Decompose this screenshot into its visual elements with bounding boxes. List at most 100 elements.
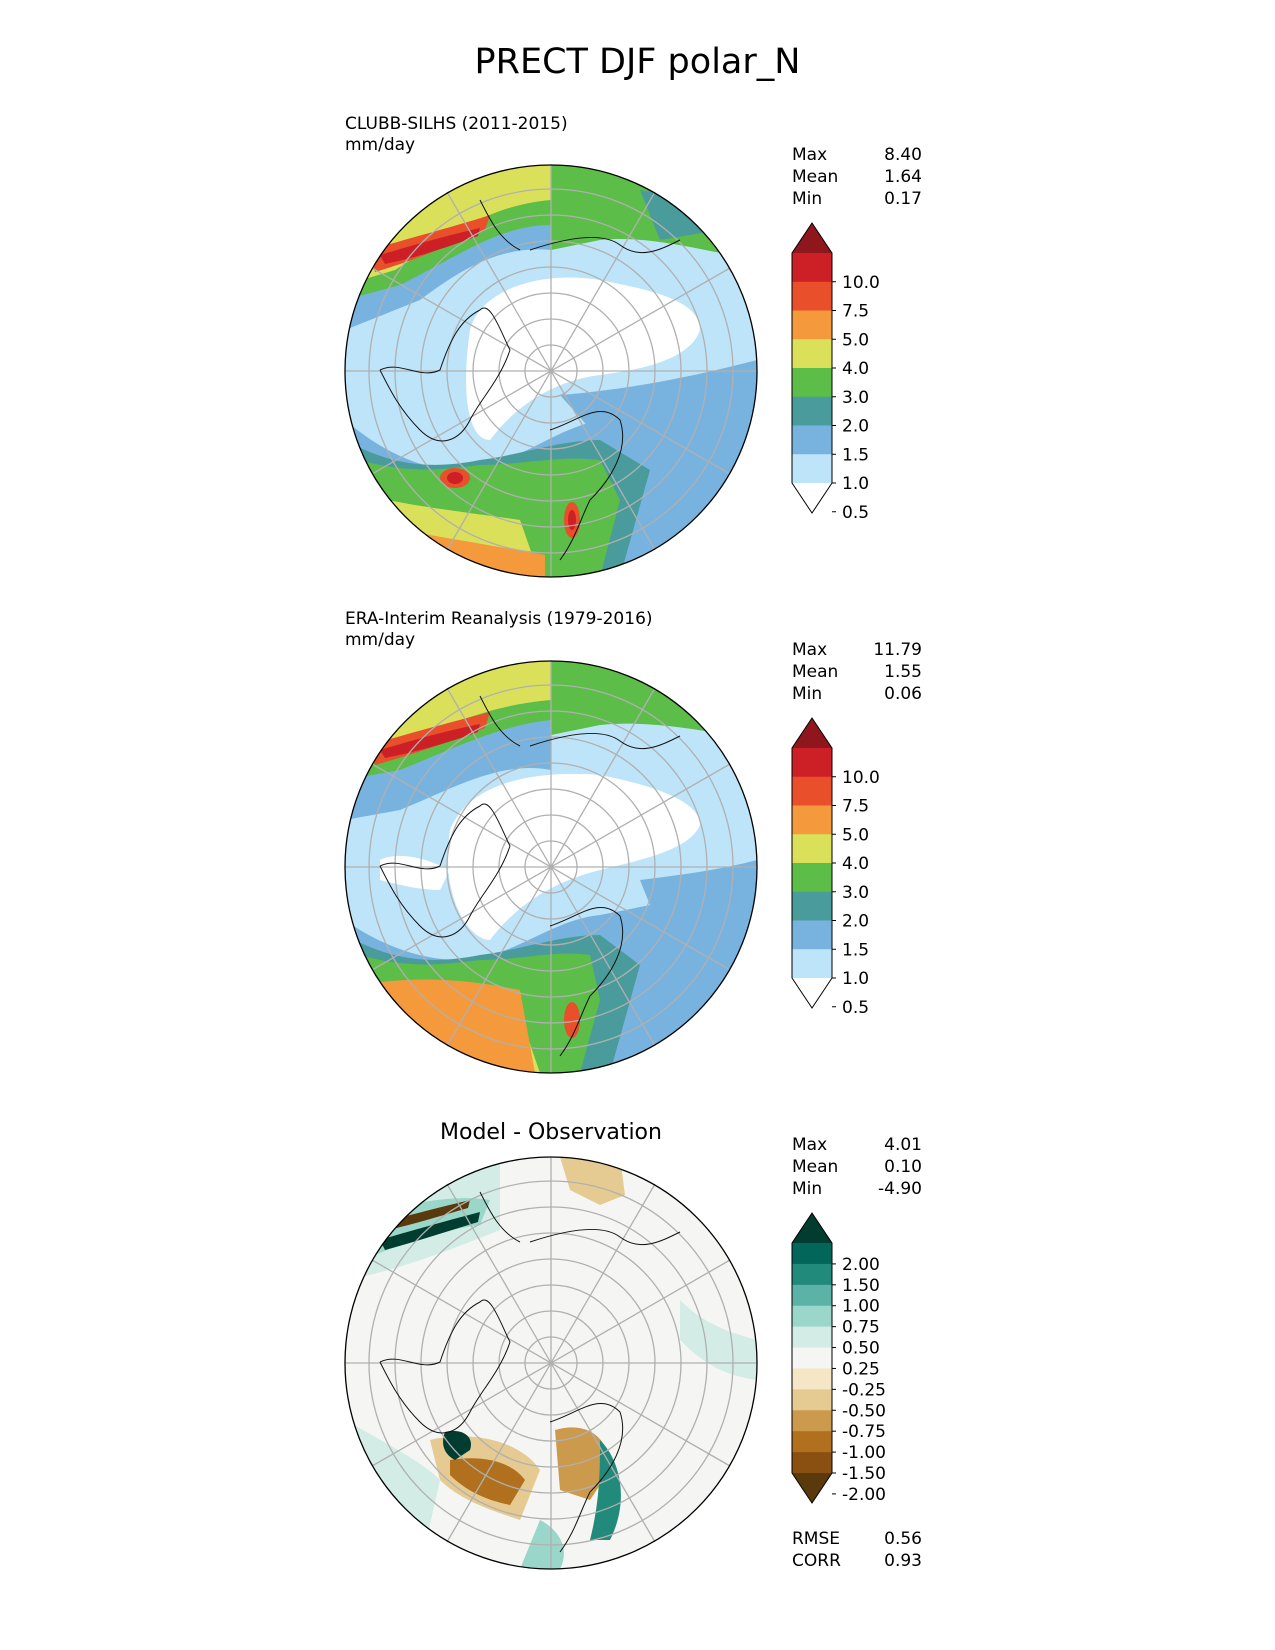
panel3-colorbar-tick-label: -1.50 bbox=[842, 1464, 886, 1484]
panel2-boundary bbox=[344, 660, 758, 1074]
panel2-coastlines bbox=[379, 695, 681, 1057]
panel2-mean-label: Mean bbox=[792, 662, 839, 682]
panel1-colorbar-swatch bbox=[792, 396, 832, 426]
panel3-colorbar-swatch bbox=[792, 1243, 832, 1265]
panel2-colorbar-tick-label: 4.0 bbox=[842, 854, 869, 874]
panel2-colorbar-swatch bbox=[792, 805, 832, 835]
panel3-max: 4.01 bbox=[884, 1135, 922, 1155]
panel1-colorbar-tick-label: 10.0 bbox=[842, 273, 880, 293]
panel3-map bbox=[344, 1156, 758, 1570]
panel3-colorbar-swatch bbox=[792, 1410, 832, 1432]
panel3-title: Model - Observation bbox=[440, 1120, 662, 1145]
panel2-colorbar-swatch bbox=[792, 891, 832, 921]
panel3-colorbar-tick-label: 0.75 bbox=[842, 1318, 880, 1338]
panel2-colorbar-tick-label: 1.0 bbox=[842, 969, 869, 989]
panel2-min: 0.06 bbox=[884, 684, 922, 704]
panel3-colorbar-swatch bbox=[792, 1389, 832, 1411]
panel3-mean: 0.10 bbox=[884, 1157, 922, 1177]
panel2-colorbar-swatch bbox=[792, 776, 832, 806]
panel1-colorbar-tick-label: 5.0 bbox=[842, 330, 869, 350]
panel3-colorbar-swatch bbox=[792, 1326, 832, 1349]
panel3-colorbar-extend-max bbox=[792, 1213, 832, 1243]
panel3-colorbar: 2.001.501.000.750.500.25-0.25-0.50-0.75-… bbox=[791, 1212, 886, 1505]
panel1-mean: 1.64 bbox=[884, 167, 922, 187]
panel3-colorbar-tick-label: 0.25 bbox=[842, 1359, 880, 1379]
panel1-coastlines bbox=[379, 199, 681, 561]
panel1-colorbar-tick-label: 4.0 bbox=[842, 359, 869, 379]
panel2-colorbar-extend-max bbox=[792, 718, 832, 748]
panel2-colorbar-tick-label: 10.0 bbox=[842, 768, 880, 788]
panel1-mean-label: Mean bbox=[792, 167, 839, 187]
panel3-colorbar-tick-label: 1.50 bbox=[842, 1276, 880, 1296]
panel1-colorbar-swatch bbox=[792, 425, 832, 455]
panel1-colorbar-swatch bbox=[792, 281, 832, 311]
panel2-map bbox=[344, 660, 758, 1074]
panel1-stats: Max 8.40 Mean 1.64 Min 0.17 bbox=[792, 144, 922, 210]
panel2-colorbar-tick-label: 3.0 bbox=[842, 883, 869, 903]
panel3-max-label: Max bbox=[792, 1135, 828, 1155]
panel2-colorbar-swatch bbox=[792, 834, 832, 864]
panel1-colorbar-swatch bbox=[792, 339, 832, 369]
panel2-colorbar-tick-label: 0.5 bbox=[842, 998, 869, 1018]
panel3-stats: Max 4.01 Mean 0.10 Min -4.90 bbox=[792, 1134, 922, 1200]
panel3-colorbar-swatch bbox=[792, 1347, 832, 1369]
panel3-min: -4.90 bbox=[878, 1179, 922, 1199]
panel3-colorbar-tick-label: -0.75 bbox=[842, 1422, 886, 1442]
panel1-colorbar-swatch bbox=[792, 454, 832, 484]
panel1-dataset: CLUBB-SILHS (2011-2015) bbox=[345, 114, 568, 134]
panel2-mean: 1.55 bbox=[884, 662, 922, 682]
panel3-colorbar-extend-min bbox=[792, 1473, 832, 1503]
panel2-colorbar-swatch bbox=[792, 863, 832, 893]
panel2-max: 11.79 bbox=[873, 640, 922, 660]
panel2-stats: Max 11.79 Mean 1.55 Min 0.06 bbox=[792, 639, 922, 705]
panel1-colorbar-tick-label: 7.5 bbox=[842, 302, 869, 322]
panel1-colorbar-tick-label: 1.5 bbox=[842, 445, 869, 465]
panel1-colorbar-extend-max bbox=[792, 223, 832, 253]
rmse-label: RMSE bbox=[792, 1529, 841, 1549]
panel2-colorbar-tick-label: 1.5 bbox=[842, 940, 869, 960]
panel1-colorbar-tick-label: 1.0 bbox=[842, 474, 869, 494]
panel3-mean-label: Mean bbox=[792, 1157, 839, 1177]
panel3-colorbar-tick-label: -1.00 bbox=[842, 1443, 886, 1463]
panel2-colorbar: 10.0 7.5 5.0 4.0 3.0 2.0 1.5 1.0 0.5 bbox=[791, 717, 880, 1018]
panel3-colorbar-swatch bbox=[792, 1263, 832, 1286]
panel1-colorbar-tick-label: 0.5 bbox=[842, 503, 869, 523]
panel2-max-label: Max bbox=[792, 640, 828, 660]
panel3-graticule bbox=[345, 1157, 757, 1569]
panel1-colorbar-swatch bbox=[792, 310, 832, 340]
panel3-colorbar-swatch bbox=[792, 1284, 832, 1307]
panel2-colorbar-tick-label: 5.0 bbox=[842, 825, 869, 845]
panel2-colorbar-tick-label: 2.0 bbox=[842, 912, 869, 932]
panel3-colorbar-tick-label: 1.00 bbox=[842, 1297, 880, 1317]
panel1-label: CLUBB-SILHS (2011-2015) mm/day bbox=[345, 114, 568, 156]
panel1-colorbar-extend-min bbox=[792, 483, 832, 513]
panel3-colorbar-tick-label: 0.50 bbox=[842, 1339, 880, 1359]
panel2-colorbar-extend-min bbox=[792, 978, 832, 1008]
panel2-min-label: Min bbox=[792, 684, 823, 704]
panel2-label: ERA-Interim Reanalysis (1979-2016) mm/da… bbox=[345, 609, 653, 651]
panel1-colorbar-swatch bbox=[792, 253, 832, 283]
panel3-min-label: Min bbox=[792, 1179, 823, 1199]
panel3-colorbar-swatch bbox=[792, 1305, 832, 1328]
panel1-max: 8.40 bbox=[884, 145, 922, 165]
figure-title: PRECT DJF polar_N bbox=[474, 42, 801, 82]
panel1-max-label: Max bbox=[792, 145, 828, 165]
panel3-coastlines bbox=[379, 1191, 681, 1553]
panel1-colorbar-tick-label: 3.0 bbox=[842, 388, 869, 408]
panel2-colorbar-swatch bbox=[792, 748, 832, 778]
panel3-colorbar-swatch bbox=[792, 1368, 832, 1390]
panel3-colorbar-swatch bbox=[792, 1452, 832, 1474]
panel3-colorbar-swatch bbox=[792, 1431, 832, 1453]
corr-label: CORR bbox=[792, 1551, 841, 1571]
panel1-colorbar-tick-label: 2.0 bbox=[842, 417, 869, 437]
panel2-units: mm/day bbox=[345, 630, 416, 650]
panel2-dataset: ERA-Interim Reanalysis (1979-2016) bbox=[345, 609, 653, 629]
panel1-colorbar-swatch bbox=[792, 368, 832, 398]
panel1-min-label: Min bbox=[792, 189, 823, 209]
panel1-min: 0.17 bbox=[884, 189, 922, 209]
panel2-colorbar-swatch bbox=[792, 949, 832, 979]
panel2-colorbar-swatch bbox=[792, 920, 832, 950]
rmse-value: 0.56 bbox=[884, 1529, 922, 1549]
panel1-units: mm/day bbox=[345, 135, 416, 155]
